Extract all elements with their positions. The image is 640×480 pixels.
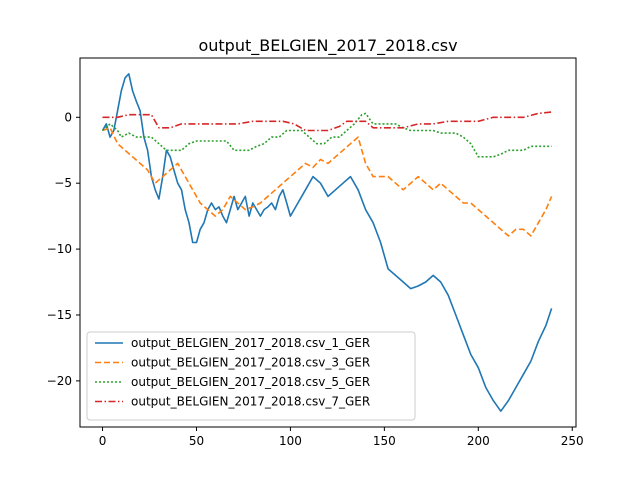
plot-frame [79, 57, 577, 428]
legend-label-1: output_BELGIEN_2017_2018.csv_1_GER [131, 336, 370, 350]
y-tick-label: −10 [47, 242, 72, 256]
series-line-1 [101, 73, 553, 413]
y-tick-label: 0 [64, 110, 72, 124]
x-tick-label: 150 [373, 434, 396, 448]
y-tick-label: −5 [54, 176, 72, 190]
series-line-2 [102, 127, 553, 237]
x-tick-label: 50 [189, 434, 204, 448]
chart-title: output_BELGIEN_2017_2018.csv [198, 36, 457, 56]
series-line-4 [102, 111, 552, 132]
legend: output_BELGIEN_2017_2018.csv_1_GERoutput… [86, 331, 416, 421]
legend-box [86, 331, 416, 421]
x-tick-label: 250 [561, 434, 584, 448]
y-tick-label: −20 [47, 374, 72, 388]
x-tick-label: 100 [279, 434, 302, 448]
series-line-3 [101, 112, 552, 158]
x-axis: 0 50 100 150 200 250 [99, 427, 584, 448]
series-layer [101, 73, 553, 413]
legend-label-4: output_BELGIEN_2017_2018.csv_7_GER [131, 395, 370, 409]
x-tick-label: 200 [467, 434, 490, 448]
x-tick-label: 0 [99, 434, 107, 448]
y-tick-label: −15 [47, 308, 72, 322]
y-axis: 0 −5 −10 −15 −20 [47, 110, 80, 388]
legend-label-3: output_BELGIEN_2017_2018.csv_5_GER [131, 375, 370, 389]
legend-label-2: output_BELGIEN_2017_2018.csv_3_GER [131, 356, 370, 370]
